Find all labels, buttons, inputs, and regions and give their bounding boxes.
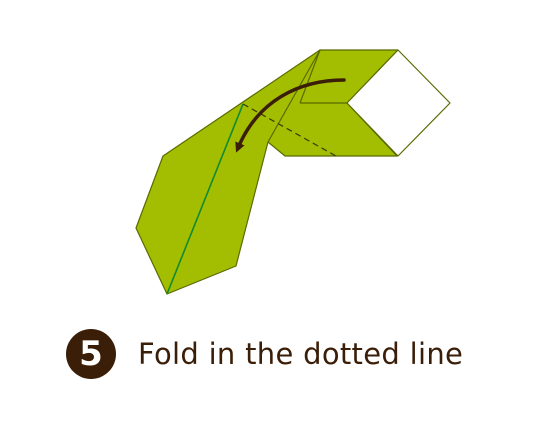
step-caption: 5 Fold in the dotted line bbox=[66, 328, 463, 380]
center-crease bbox=[166, 103, 244, 295]
step-number: 5 bbox=[79, 334, 103, 374]
step-instruction: Fold in the dotted line bbox=[138, 337, 464, 371]
white-tip bbox=[346, 49, 451, 157]
curved-arrow-icon bbox=[235, 78, 346, 153]
flap-edge bbox=[299, 49, 321, 104]
tie-body bbox=[135, 49, 321, 295]
dotted-fold-line bbox=[242, 103, 337, 157]
step-number-badge: 5 bbox=[66, 329, 116, 379]
